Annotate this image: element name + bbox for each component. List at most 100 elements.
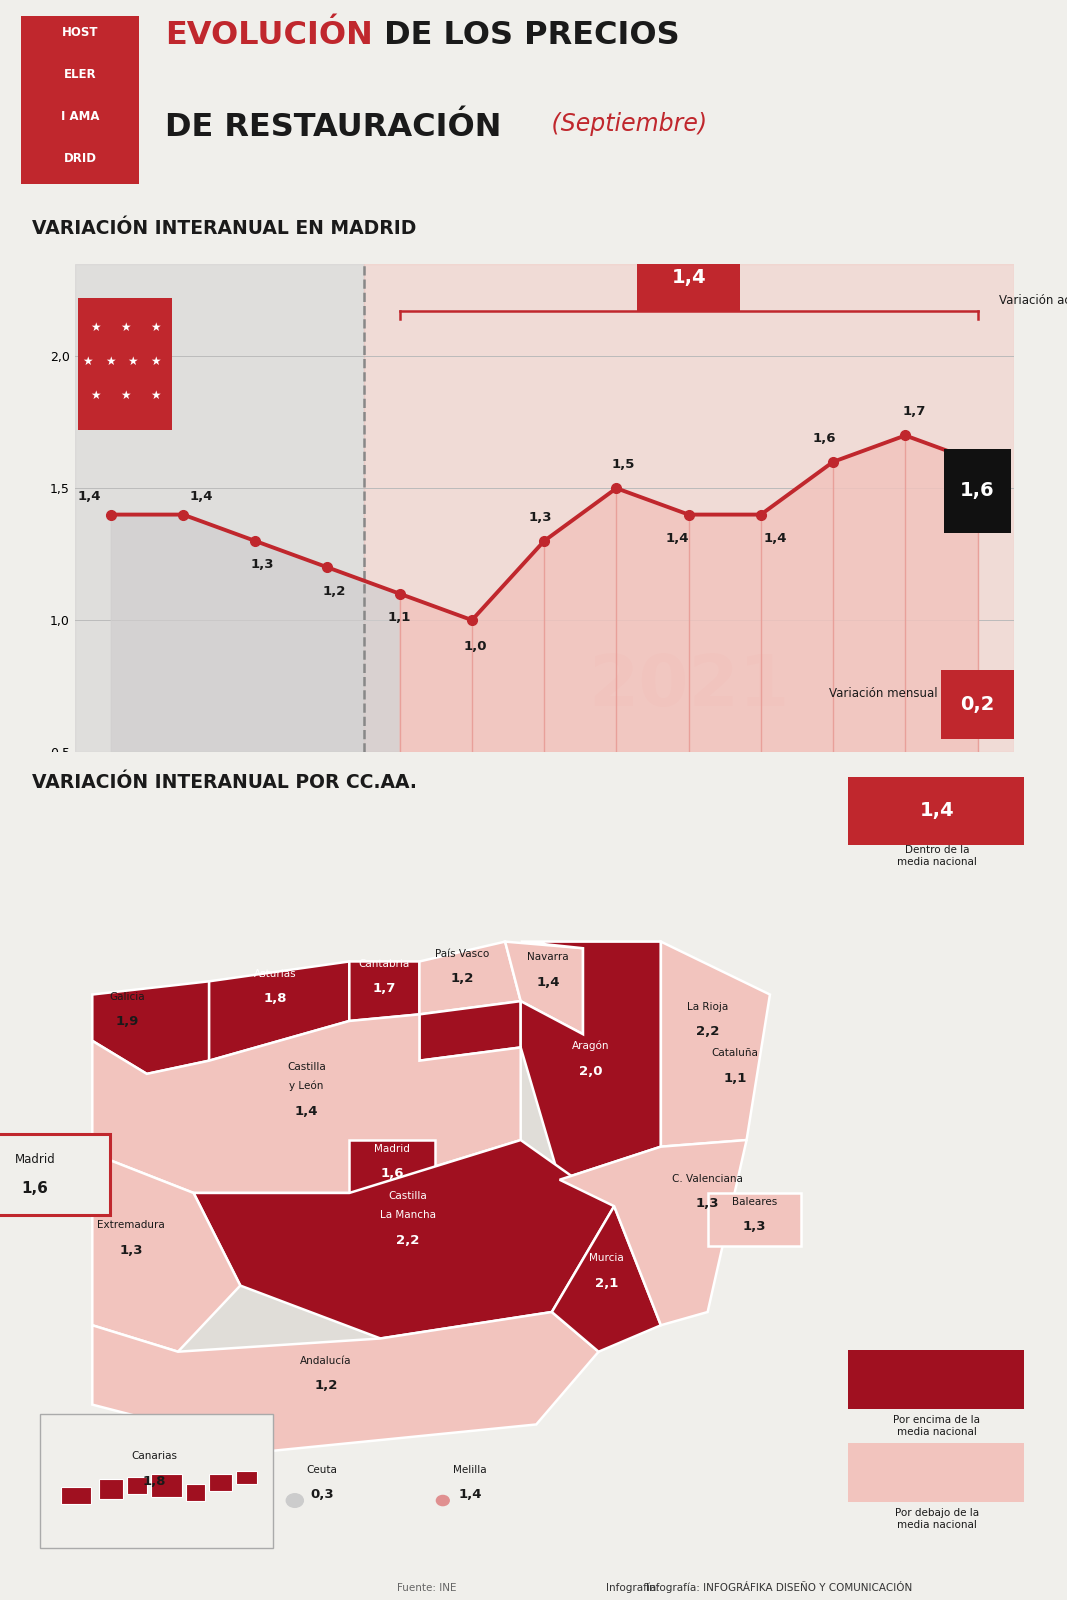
FancyBboxPatch shape	[41, 1414, 273, 1547]
Text: ★: ★	[128, 355, 138, 368]
Circle shape	[286, 1494, 303, 1507]
Polygon shape	[92, 1312, 599, 1451]
Text: 2021: 2021	[588, 651, 790, 720]
FancyBboxPatch shape	[848, 1443, 1024, 1502]
Text: C. Valenciana: C. Valenciana	[672, 1174, 743, 1184]
Text: EVOLUCIÓN: EVOLUCIÓN	[165, 19, 373, 51]
FancyBboxPatch shape	[21, 16, 139, 184]
Text: Galicia: Galicia	[110, 992, 145, 1002]
FancyBboxPatch shape	[944, 448, 1010, 533]
Text: ★: ★	[90, 322, 100, 334]
Text: 1,9: 1,9	[115, 1016, 139, 1029]
Text: ★: ★	[90, 389, 100, 402]
Text: 1,4: 1,4	[459, 1488, 482, 1501]
Text: 1,3: 1,3	[120, 1243, 143, 1256]
Text: 1,7: 1,7	[372, 982, 396, 995]
Text: 1,3: 1,3	[529, 510, 553, 523]
Text: 1,6: 1,6	[960, 482, 994, 501]
Text: 1,4: 1,4	[666, 531, 689, 546]
Text: 1,4: 1,4	[537, 976, 560, 989]
Text: 1,4: 1,4	[294, 1104, 318, 1117]
Polygon shape	[521, 942, 660, 1179]
Polygon shape	[237, 1470, 257, 1483]
Text: HOST: HOST	[62, 26, 98, 38]
Text: y León: y León	[289, 1080, 323, 1091]
Text: 1,6: 1,6	[21, 1181, 48, 1195]
Text: ★: ★	[82, 355, 93, 368]
Polygon shape	[150, 1474, 181, 1498]
Circle shape	[436, 1496, 449, 1506]
Text: 1,1: 1,1	[723, 1072, 747, 1085]
Text: Andalucía: Andalucía	[300, 1355, 352, 1365]
Text: ELER: ELER	[64, 67, 96, 80]
Text: Ceuta: Ceuta	[306, 1464, 337, 1475]
Bar	[364, 264, 1014, 752]
Text: 1,3: 1,3	[251, 558, 274, 571]
Text: Extremadura: Extremadura	[97, 1219, 165, 1230]
Text: Castilla: Castilla	[287, 1062, 325, 1072]
Text: Infografía: INFOGRÁFIKA DISEÑO Y COMUNICACIÓN: Infografía: INFOGRÁFIKA DISEÑO Y COMUNIC…	[646, 1581, 912, 1594]
Text: 1,4: 1,4	[764, 531, 787, 546]
Text: Melilla: Melilla	[453, 1464, 487, 1475]
Polygon shape	[98, 1478, 124, 1499]
Polygon shape	[186, 1483, 205, 1501]
Text: 1,1: 1,1	[388, 611, 412, 624]
Polygon shape	[419, 942, 521, 1014]
Polygon shape	[349, 962, 419, 1021]
Text: Navarra: Navarra	[527, 952, 569, 962]
Text: Murcia: Murcia	[589, 1253, 624, 1262]
Text: Baleares: Baleares	[732, 1197, 777, 1206]
Text: 2,2: 2,2	[396, 1234, 419, 1246]
Text: 1,2: 1,2	[450, 973, 474, 986]
Text: (Septiembre): (Septiembre)	[544, 112, 707, 136]
Text: Aragón: Aragón	[572, 1042, 609, 1051]
Polygon shape	[92, 942, 770, 1451]
Text: La Mancha: La Mancha	[380, 1210, 435, 1221]
Text: Madrid: Madrid	[15, 1154, 55, 1166]
Polygon shape	[505, 942, 583, 1034]
Text: 1,4: 1,4	[920, 802, 954, 821]
Text: Asturias: Asturias	[254, 968, 297, 979]
Text: DE LOS PRECIOS: DE LOS PRECIOS	[373, 19, 680, 51]
Text: 1,2: 1,2	[315, 1379, 337, 1392]
Text: Madrid: Madrid	[375, 1144, 410, 1154]
Text: Variación mensual: Variación mensual	[829, 688, 938, 701]
Text: Infografía:: Infografía:	[606, 1582, 664, 1594]
Text: 1,4: 1,4	[78, 490, 101, 502]
Text: 0,2: 0,2	[960, 694, 994, 714]
Polygon shape	[193, 1141, 615, 1339]
FancyBboxPatch shape	[78, 298, 172, 430]
Bar	[75, 264, 364, 752]
Polygon shape	[660, 942, 770, 1147]
Text: Variación acumulada: Variación acumulada	[999, 294, 1067, 307]
Text: ★: ★	[150, 389, 160, 402]
Text: 1,7: 1,7	[903, 405, 926, 418]
Text: La Rioja: La Rioja	[687, 1002, 729, 1011]
Text: 1,3: 1,3	[743, 1221, 766, 1234]
Text: DRID: DRID	[64, 152, 96, 165]
Text: 0,3: 0,3	[310, 1488, 334, 1501]
Text: Por encima de la
media nacional: Por encima de la media nacional	[893, 1414, 981, 1437]
FancyBboxPatch shape	[848, 1350, 1024, 1410]
Text: Cataluña: Cataluña	[712, 1048, 759, 1058]
Polygon shape	[61, 1488, 91, 1504]
Polygon shape	[127, 1477, 147, 1494]
Text: Castilla: Castilla	[388, 1192, 427, 1202]
Text: ★: ★	[120, 389, 130, 402]
Text: VARIACIÓN INTERANUAL POR CC.AA.: VARIACIÓN INTERANUAL POR CC.AA.	[32, 773, 417, 792]
Text: ★: ★	[150, 355, 160, 368]
Text: ★: ★	[120, 322, 130, 334]
Text: 1,4: 1,4	[671, 267, 706, 286]
Text: 2,1: 2,1	[594, 1277, 618, 1290]
Text: VARIACIÓN INTERANUAL EN MADRID: VARIACIÓN INTERANUAL EN MADRID	[32, 219, 416, 238]
FancyBboxPatch shape	[941, 670, 1015, 739]
Text: ★: ★	[150, 322, 160, 334]
Text: Cantabria: Cantabria	[359, 958, 410, 968]
Polygon shape	[349, 1141, 435, 1194]
Polygon shape	[209, 962, 349, 1061]
Text: 2,2: 2,2	[696, 1026, 719, 1038]
Text: 1,8: 1,8	[143, 1475, 166, 1488]
Text: Dentro de la
media nacional: Dentro de la media nacional	[897, 845, 976, 867]
Polygon shape	[707, 1194, 801, 1246]
Polygon shape	[209, 1474, 233, 1491]
